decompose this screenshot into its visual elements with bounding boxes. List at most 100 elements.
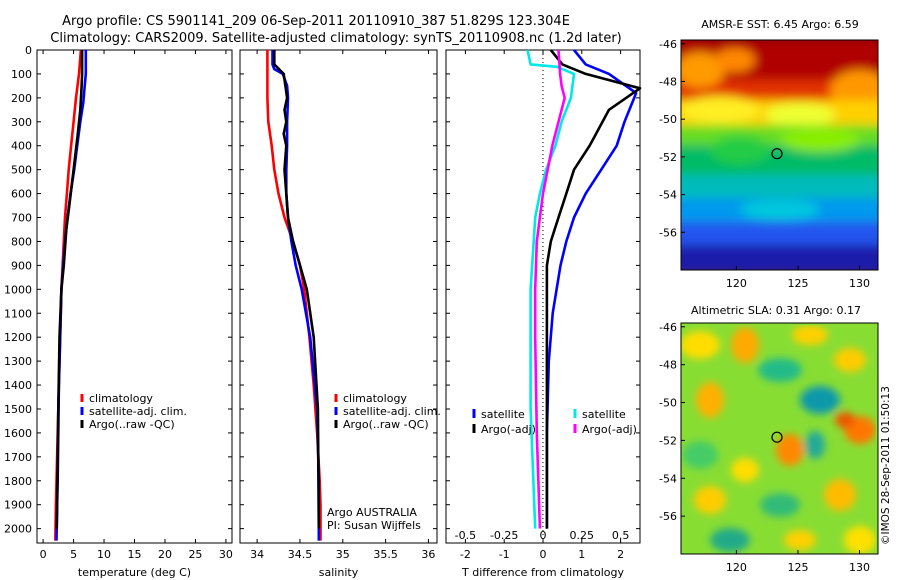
legend-label: satellite-adj. clim. [343,405,441,418]
map-y-tick-label: -56 [659,510,677,523]
y-tick-label: 2000 [4,523,32,536]
legend-label: Argo(-adj) [582,423,637,436]
y-tick-label: 1100 [4,307,32,320]
x-top-tick-label: 0.25 [570,529,595,542]
sla-heatmap [681,323,878,554]
salinity-profile-panel: 34 34.5 35 35.5 36 salinity climatologysatelli… [239,49,441,579]
x-axis-label: temperature (deg C) [78,566,191,579]
x-tick-label: 36 [421,548,435,561]
map-x-tick-label: 130 [849,277,870,290]
map-y-tick-label: -46 [659,321,677,334]
y-tick-label: 1800 [4,475,32,488]
series-line-climatology [266,50,322,541]
argo-position-marker [771,431,783,443]
y-tick-label: 900 [11,259,32,272]
legend-label: Argo(-adj) [481,423,536,436]
legend-label: Argo(..raw -QC) [343,418,429,431]
y-tick-label: 1000 [4,283,32,296]
x-tick-label: 5 [70,548,77,561]
sst-map-frame [680,39,879,271]
map-y-tick-label: -54 [659,189,677,202]
map-y-tick-label: -50 [659,113,677,126]
x-axis-label: T difference from climatology [461,566,624,579]
y-tick-label: 300 [11,116,32,129]
y-tick-label: 600 [11,188,32,201]
temperature-profile-panel: 0 5 10 15 20 25 300100200300400500600700800900… [4,44,233,579]
x-tick-label: 1 [578,548,585,561]
x-tick-label: 2 [617,548,624,561]
header-line1: Argo profile: CS 5901141_209 06-Sep-2011… [62,14,570,29]
sst-map-axes: 120 125 130 -46 -48 -50 -52 -54 -56 [659,38,870,290]
sla-map-title: Altimetric SLA: 0.31 Argo: 0.17 [691,304,861,317]
x-tick-label: 35 [336,548,350,561]
x-top-tick-label: -0.25 [490,529,518,542]
x-top-tick-label: 0.5 [612,529,630,542]
x-tick-label: 25 [188,548,202,561]
x-top-tick-label: -0.5 [455,529,476,542]
sla-map-frame [680,322,879,555]
y-tick-label: 1500 [4,403,32,416]
series-line-argo-adj- [533,49,567,529]
map-y-tick-label: -46 [659,38,677,51]
x-tick-label: -2 [460,548,471,561]
imos-credit: ©IMOS 28-Sep-2011 01:50:13 [880,386,892,545]
header-line2: Climatology: CARS2009. Satellite-adjuste… [50,31,622,46]
x-axis-label: salinity [319,566,359,579]
x-tick-label: 30 [219,548,233,561]
map-y-tick-label: -50 [659,397,677,410]
map-y-tick-label: -48 [659,359,677,372]
map-x-tick-label: 120 [726,561,747,574]
x-tick-label: 15 [128,548,142,561]
plot-frame [445,49,641,544]
y-tick-label: 800 [11,235,32,248]
y-tick-label: 0 [25,44,32,57]
annotation-text: PI: Susan Wijffels [327,519,421,532]
x-tick-label: 35.5 [373,548,398,561]
x-tick-label: 0 [540,548,547,561]
sla-map-axes: 120 125 130 -46 -48 -50 -52 -54 -56 [659,321,870,574]
y-tick-label: 500 [11,164,32,177]
x-tick-label: -1 [499,548,510,561]
legend-label: satellite [481,408,525,421]
x-tick-label: 34.5 [288,548,313,561]
difference-profile-panel: -2 -1 0 1 2 T difference from climatology sate… [445,49,642,579]
map-x-tick-label: 120 [726,277,747,290]
y-tick-label: 700 [11,212,32,225]
y-tick-label: 1900 [4,499,32,512]
y-tick-label: 1700 [4,451,32,464]
x-tick-label: 10 [97,548,111,561]
legend-label: satellite [582,408,626,421]
y-tick-label: 200 [11,92,32,105]
map-y-tick-label: -52 [659,151,677,164]
plot-frame [36,49,233,544]
legend-label: Argo(..raw -QC) [89,418,175,431]
y-tick-label: 1200 [4,331,32,344]
y-tick-label: 1300 [4,355,32,368]
map-x-tick-label: 130 [849,561,870,574]
y-tick-label: 400 [11,140,32,153]
map-y-tick-label: -52 [659,434,677,447]
series-line-argo-raw-qc- [55,50,84,529]
plot-frame [239,49,438,544]
map-y-tick-label: -48 [659,75,677,88]
map-x-tick-label: 125 [787,277,808,290]
series-line-satellite-adj-clim- [271,50,321,541]
map-x-tick-label: 125 [787,561,808,574]
x-tick-label: 0 [40,548,47,561]
map-y-tick-label: -54 [659,472,677,485]
x-top-tick-label: 0 [540,529,547,542]
y-tick-label: 100 [11,68,32,81]
argo-position-marker [771,148,783,160]
y-tick-label: 1400 [4,379,32,392]
legend-label: climatology [89,392,153,405]
legend-label: climatology [343,392,407,405]
x-tick-label: 34 [250,548,264,561]
annotation-text: Argo AUSTRALIA [327,506,417,519]
sst-heatmap [681,40,878,270]
series-line-argo-adj- [545,49,642,529]
legend-label: satellite-adj. clim. [89,405,187,418]
x-tick-label: 20 [158,548,172,561]
y-tick-label: 1600 [4,427,32,440]
sst-map-title: AMSR-E SST: 6.45 Argo: 6.59 [701,18,859,31]
